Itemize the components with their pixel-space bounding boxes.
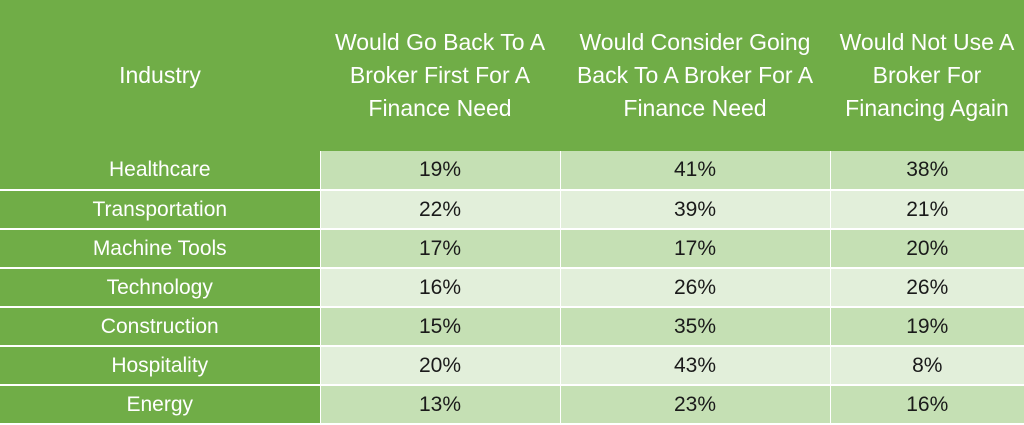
- industry-cell: Energy: [0, 385, 321, 425]
- table-row: Construction 15% 35% 19%: [0, 307, 1024, 347]
- value-cell: 23%: [560, 385, 831, 425]
- table-row: Hospitality 20% 43% 8%: [0, 346, 1024, 386]
- value-cell: 20%: [830, 229, 1024, 269]
- industry-cell: Hospitality: [0, 346, 321, 386]
- header-consider-going-back: Would Consider Going Back To A Broker Fo…: [560, 0, 830, 151]
- table-row: Healthcare 19% 41% 38%: [0, 151, 1024, 191]
- value-cell: 19%: [830, 307, 1024, 347]
- value-cell: 16%: [830, 385, 1024, 425]
- industry-cell: Technology: [0, 268, 321, 308]
- table-row: Machine Tools 17% 17% 20%: [0, 229, 1024, 269]
- industry-cell: Construction: [0, 307, 321, 347]
- table-row: Technology 16% 26% 26%: [0, 268, 1024, 308]
- value-cell: 39%: [560, 190, 831, 230]
- table-row: Energy 13% 23% 16%: [0, 385, 1024, 425]
- value-cell: 15%: [320, 307, 561, 347]
- value-cell: 13%: [320, 385, 561, 425]
- value-cell: 38%: [830, 151, 1024, 191]
- value-cell: 16%: [320, 268, 561, 308]
- value-cell: 17%: [320, 229, 561, 269]
- value-cell: 20%: [320, 346, 561, 386]
- header-row: Industry Would Go Back To A Broker First…: [0, 0, 1024, 151]
- industry-cell: Machine Tools: [0, 229, 321, 269]
- value-cell: 21%: [830, 190, 1024, 230]
- value-cell: 17%: [560, 229, 831, 269]
- value-cell: 8%: [830, 346, 1024, 386]
- value-cell: 43%: [560, 346, 831, 386]
- table-row: Transportation 22% 39% 21%: [0, 190, 1024, 230]
- value-cell: 19%: [320, 151, 561, 191]
- value-cell: 22%: [320, 190, 561, 230]
- header-go-back-first: Would Go Back To A Broker First For A Fi…: [320, 0, 560, 151]
- header-industry: Industry: [0, 0, 320, 151]
- industry-cell: Transportation: [0, 190, 321, 230]
- value-cell: 35%: [560, 307, 831, 347]
- value-cell: 26%: [830, 268, 1024, 308]
- industry-cell: Healthcare: [0, 151, 321, 191]
- value-cell: 41%: [560, 151, 831, 191]
- header-would-not-use: Would Not Use A Broker For Financing Aga…: [830, 0, 1024, 151]
- value-cell: 26%: [560, 268, 831, 308]
